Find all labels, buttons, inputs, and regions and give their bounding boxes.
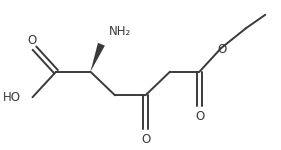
Polygon shape <box>90 43 105 72</box>
Text: NH₂: NH₂ <box>109 25 131 38</box>
Text: O: O <box>28 34 37 47</box>
Text: O: O <box>142 133 151 146</box>
Text: O: O <box>217 43 227 56</box>
Text: O: O <box>196 110 205 123</box>
Text: HO: HO <box>3 91 21 104</box>
